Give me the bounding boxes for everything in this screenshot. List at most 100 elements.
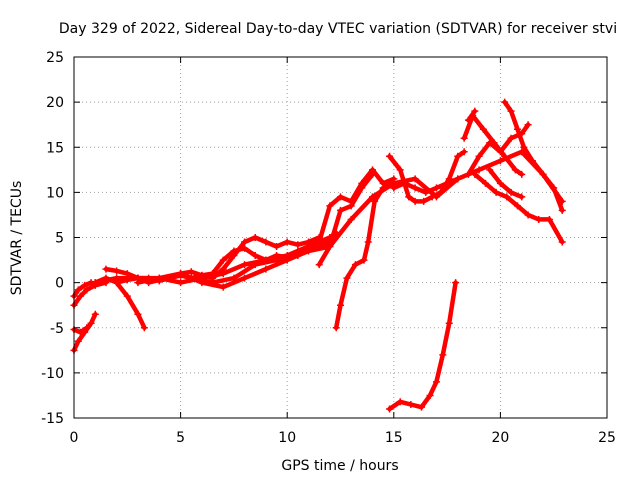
data-point-marker (411, 197, 419, 205)
x-tick-label: 5 (176, 430, 185, 446)
data-point-marker (91, 310, 99, 318)
data-point-marker (418, 403, 426, 411)
data-point-marker (241, 261, 249, 269)
x-tick-label: 15 (385, 430, 403, 446)
data-point-marker (454, 175, 462, 183)
y-tick-label: 10 (46, 185, 64, 201)
data-point-marker (241, 244, 249, 252)
data-point-marker (273, 256, 281, 264)
data-point-marker (524, 121, 532, 129)
series-trace-s18 (466, 108, 478, 123)
data-point-marker (102, 265, 110, 273)
data-point-marker (528, 157, 536, 165)
data-point-marker (396, 166, 404, 174)
data-point-marker (294, 252, 302, 260)
data-point-marker (428, 193, 436, 201)
y-tick-label: -15 (41, 411, 64, 427)
data-point-marker (558, 206, 566, 214)
data-point-marker (273, 243, 281, 251)
x-tick-label: 20 (491, 430, 509, 446)
x-tick-label: 25 (598, 430, 616, 446)
data-point-marker (305, 243, 313, 251)
y-tick-label: 25 (46, 50, 64, 66)
data-point-marker (511, 166, 519, 174)
data-point-marker (545, 215, 553, 223)
y-tick-label: 20 (46, 95, 64, 111)
data-point-marker (177, 270, 185, 278)
data-point-marker (379, 184, 387, 192)
x-tick-label: 10 (278, 430, 296, 446)
data-point-marker (539, 170, 547, 178)
data-point-marker (479, 125, 487, 133)
data-point-marker (351, 261, 359, 269)
data-point-marker (558, 238, 566, 246)
data-point-marker (501, 98, 509, 106)
data-point-marker (490, 139, 498, 147)
data-point-marker (187, 274, 195, 282)
data-point-marker (396, 398, 404, 406)
data-point-marker (390, 175, 398, 183)
data-point-marker (219, 270, 227, 278)
data-point-marker (74, 337, 82, 345)
data-point-marker (74, 286, 82, 294)
data-point-marker (411, 184, 419, 192)
data-point-marker (492, 188, 500, 196)
y-axis-label: SDTVAR / TECUs (9, 181, 25, 296)
data-point-marker (251, 261, 259, 269)
data-point-marker (315, 261, 323, 269)
plot-frame (73, 56, 608, 419)
data-point-marker (134, 279, 142, 287)
data-point-marker (437, 188, 445, 196)
chart-title: Day 329 of 2022, Sidereal Day-to-day VTE… (59, 21, 617, 37)
data-point-marker (496, 179, 504, 187)
data-point-marker (507, 134, 515, 142)
data-point-marker (262, 265, 270, 273)
data-point-marker (332, 324, 340, 332)
data-point-marker (501, 152, 509, 160)
data-point-marker (87, 319, 95, 327)
data-point-marker (507, 107, 515, 115)
data-point-marker (91, 279, 99, 287)
data-point-marker (315, 238, 323, 246)
data-point-marker (140, 324, 148, 332)
data-point-marker (513, 202, 521, 210)
data-point-marker (219, 256, 227, 264)
data-point-marker (390, 184, 398, 192)
data-point-marker (347, 202, 355, 210)
data-point-marker (113, 267, 121, 275)
data-point-marker (405, 193, 413, 201)
data-point-marker (460, 148, 468, 156)
data-point-marker (464, 116, 472, 124)
data-point-marker (471, 107, 479, 115)
data-point-marker (251, 234, 259, 241)
data-point-marker (83, 286, 91, 294)
data-point-marker (155, 274, 163, 282)
x-axis-label: GPS time / hours (281, 458, 398, 474)
data-point-marker (187, 268, 195, 276)
data-point-marker (364, 238, 372, 246)
data-point-marker (81, 281, 89, 289)
series-layer (70, 98, 566, 413)
axis-ticks: 0 5 10 15 20 25 -15 -10 -5 0 5 10 15 20 25 (41, 50, 616, 446)
data-point-marker (241, 274, 249, 282)
data-point-marker (454, 152, 462, 160)
series-trace-s15 (387, 280, 458, 412)
plot-area-border (73, 56, 608, 419)
data-point-marker (386, 152, 394, 160)
data-point-marker (294, 241, 302, 249)
data-point-marker (337, 193, 344, 201)
data-point-marker (520, 143, 528, 151)
data-point-marker (76, 328, 84, 336)
series-trace-s12 (333, 181, 397, 331)
y-tick-label: 5 (55, 231, 64, 247)
grid (74, 57, 607, 418)
data-point-marker (360, 256, 368, 264)
data-point-marker (123, 292, 131, 300)
data-point-marker (230, 247, 238, 255)
data-point-marker (507, 188, 515, 196)
data-point-marker (475, 166, 483, 174)
data-point-marker (219, 283, 227, 291)
data-point-marker (326, 202, 334, 210)
data-point-marker (496, 157, 504, 165)
series-trace-s4 (71, 280, 109, 308)
